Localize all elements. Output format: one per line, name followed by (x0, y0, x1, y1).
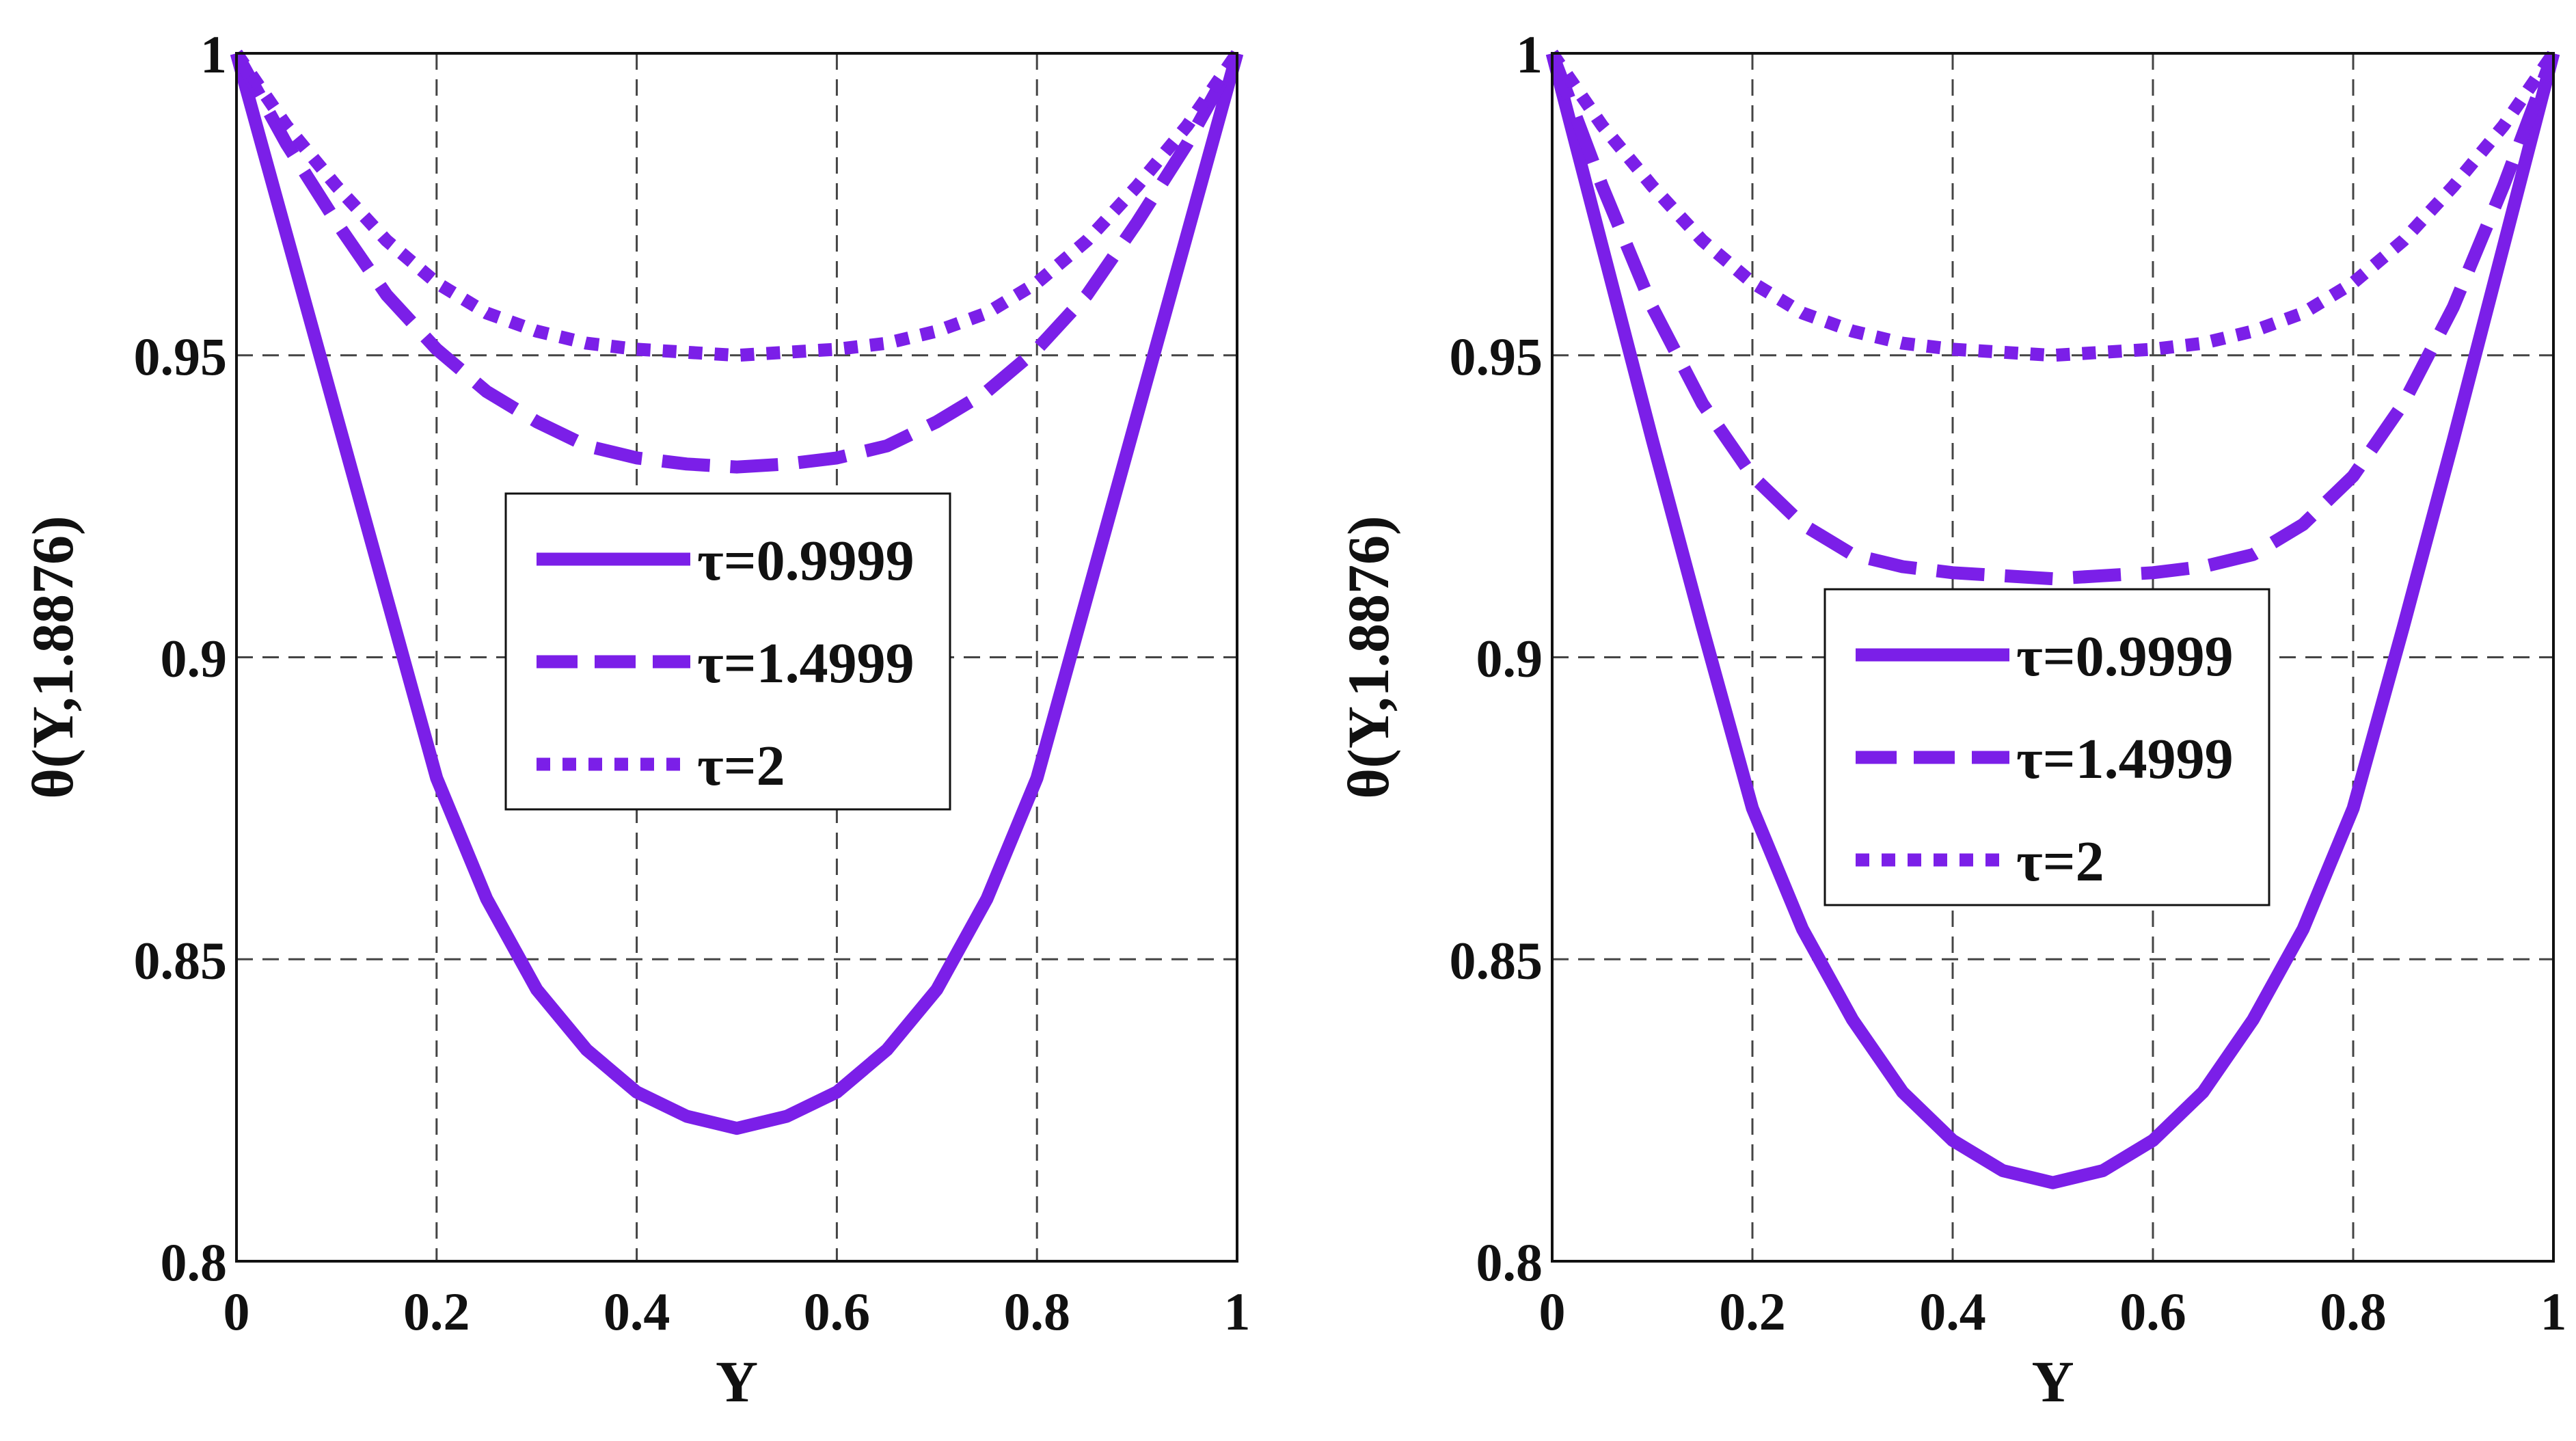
series-line-dashed (230, 50, 1243, 474)
y-tick-label: 1 (1516, 25, 1543, 84)
series-line-dotted (231, 49, 1243, 362)
series-line-dotted (1547, 49, 2559, 362)
x-tick-label: 0.4 (604, 1282, 670, 1341)
x-tick-label: 0.2 (1719, 1282, 1786, 1341)
legend-label: τ=1.4999 (697, 632, 914, 695)
plot-frame (1551, 52, 2555, 1263)
legend-label: τ=1.4999 (2016, 727, 2234, 791)
x-axis-label: Y (716, 1349, 758, 1414)
y-axis-label: θ(Y,1.8876) (1336, 515, 1401, 798)
y-axis-label: θ(Y,1.8876) (20, 515, 85, 798)
y-tick-label: 0.95 (134, 327, 228, 386)
y-tick-label: 0.85 (134, 930, 228, 990)
y-tick-label: 1 (200, 25, 227, 84)
legend-box (504, 492, 951, 811)
x-tick-label: 0 (1539, 1282, 1566, 1341)
y-tick-label: 0.9 (1476, 629, 1543, 688)
right-chart: 0 0.2 0.4 0.6 0.8 1 0.8 0.85 0.9 0.95 1 Yθ(Y,1.8876… (1336, 25, 2567, 1414)
x-tick-label: 0.6 (804, 1282, 871, 1341)
series-line-solid (1545, 51, 2560, 1189)
x-tick-label: 0.2 (403, 1282, 470, 1341)
x-axis-label: Y (2031, 1349, 2074, 1414)
legend-box (1823, 588, 2270, 906)
x-tick-label: 0 (223, 1282, 250, 1341)
legend-label: τ=0.9999 (2016, 625, 2234, 688)
plot-frame (235, 52, 1238, 1263)
legend-label: τ=0.9999 (697, 529, 914, 593)
x-tick-label: 1 (1224, 1282, 1251, 1341)
series-line-solid (230, 51, 1244, 1135)
x-tick-label: 1 (2540, 1282, 2567, 1341)
legend: τ=0.9999 τ=1.4999 τ=2 (1823, 588, 2270, 906)
y-tick-label: 0.85 (1450, 930, 1543, 990)
y-tick-label: 0.8 (1476, 1233, 1543, 1292)
legend-label: τ=2 (2016, 830, 2104, 893)
x-tick-label: 0.8 (2320, 1282, 2387, 1341)
x-tick-label: 0.6 (2119, 1282, 2186, 1341)
series-line-dashed (1546, 51, 2560, 586)
left-chart: 0 0.2 0.4 0.6 0.8 1 0.8 0.85 0.9 0.95 1 Yθ(Y,1.8876… (20, 25, 1251, 1414)
x-tick-label: 0.4 (1919, 1282, 1986, 1341)
legend-label: τ=2 (697, 734, 785, 798)
legend: τ=0.9999 τ=1.4999 τ=2 (504, 492, 951, 811)
y-tick-label: 0.9 (161, 629, 228, 688)
y-tick-label: 0.8 (161, 1233, 228, 1292)
x-tick-label: 0.8 (1003, 1282, 1070, 1341)
y-tick-label: 0.95 (1450, 327, 1543, 386)
